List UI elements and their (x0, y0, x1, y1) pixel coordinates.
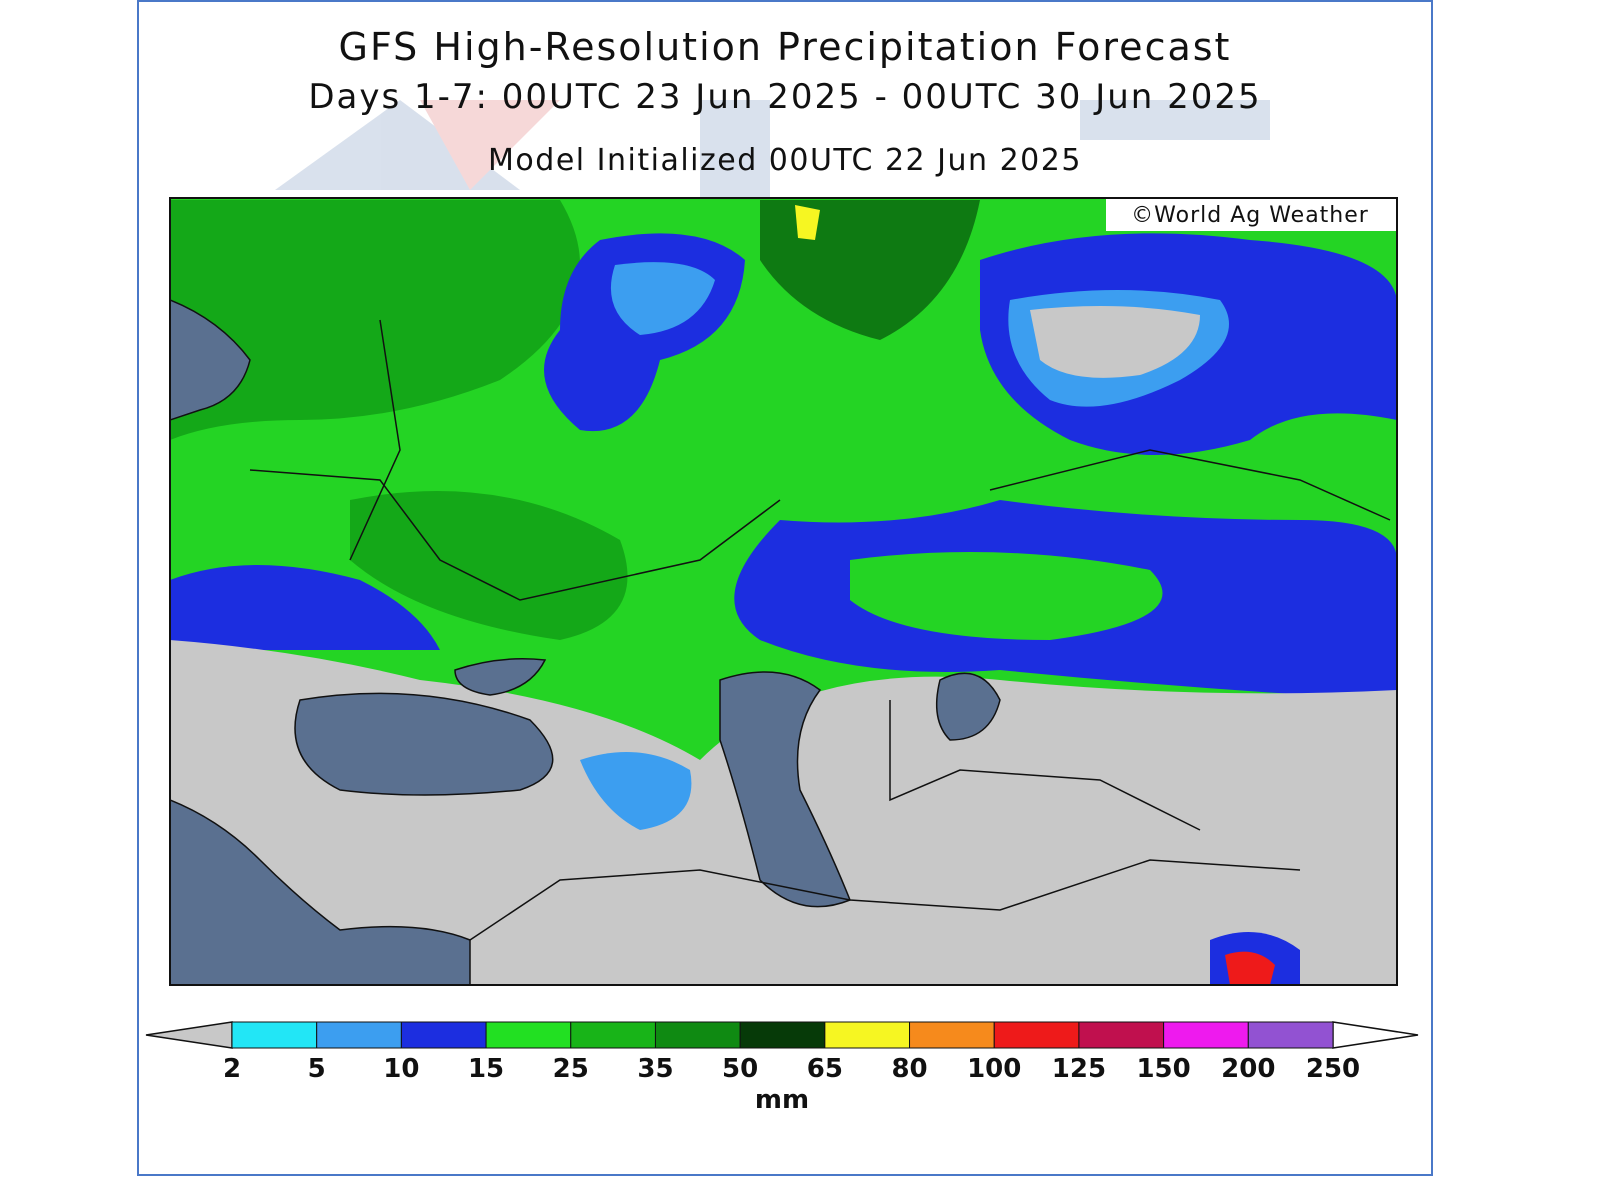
colorbar-label: 10 (383, 1054, 419, 1084)
credit: ©World Ag Weather (1131, 203, 1369, 228)
caspian-sea (719, 671, 851, 908)
colorbar-label: 200 (1221, 1054, 1275, 1084)
color-box (1163, 1021, 1249, 1049)
colorbar-label: 125 (1052, 1054, 1106, 1084)
color-box (739, 1021, 826, 1049)
black-sea (294, 692, 554, 796)
color-box (993, 1021, 1080, 1049)
initialized: Model Initialized 00UTC 22 Jun 2025 (488, 143, 1082, 178)
colorbar-label: 100 (967, 1054, 1021, 1084)
colorbar-label: 5 (308, 1054, 326, 1084)
color-box (316, 1021, 402, 1049)
precip-area (580, 752, 692, 830)
precip-area (170, 565, 440, 650)
baltic-sea (170, 299, 251, 421)
borders (249, 319, 1391, 941)
precip-area (795, 205, 820, 240)
precip-area (610, 262, 715, 335)
map-border (169, 197, 1398, 986)
colorbar-label: 80 (891, 1054, 927, 1084)
colorbar-label: 15 (468, 1054, 504, 1084)
precip-area (850, 552, 1163, 640)
color-box (654, 1021, 741, 1049)
color-box (400, 1021, 487, 1049)
color-box (1078, 1021, 1165, 1049)
colorbar-label: 250 (1306, 1054, 1360, 1084)
color-box (485, 1021, 572, 1049)
colorbar-label: 25 (553, 1054, 589, 1084)
colorbar-label: 2 (223, 1054, 241, 1084)
precip-area (170, 200, 580, 440)
subtitle: Days 1-7: 00UTC 23 Jun 2025 - 00UTC 30 J… (308, 77, 1261, 117)
colorbar-label: 150 (1136, 1054, 1190, 1084)
azov-sea (454, 658, 547, 696)
dry-area (1030, 306, 1200, 378)
colorbar-label: 50 (722, 1054, 758, 1084)
title: GFS High-Resolution Precipitation Foreca… (339, 25, 1232, 69)
colorbar-label: 35 (637, 1054, 673, 1084)
precip-area (1225, 951, 1275, 985)
color-box (824, 1021, 911, 1049)
unit-label: mm (755, 1085, 809, 1115)
aral-sea (935, 672, 1001, 741)
watermark (275, 100, 1270, 300)
color-box (570, 1021, 656, 1049)
color-box (1247, 1021, 1334, 1049)
colorbar-label: 65 (807, 1054, 843, 1084)
map: ©World Ag Weather (169, 197, 1398, 986)
mediterranean (170, 799, 471, 985)
precip-area (350, 491, 628, 640)
color-box (909, 1021, 995, 1049)
credit-box (1106, 199, 1396, 231)
color-box (231, 1021, 318, 1049)
